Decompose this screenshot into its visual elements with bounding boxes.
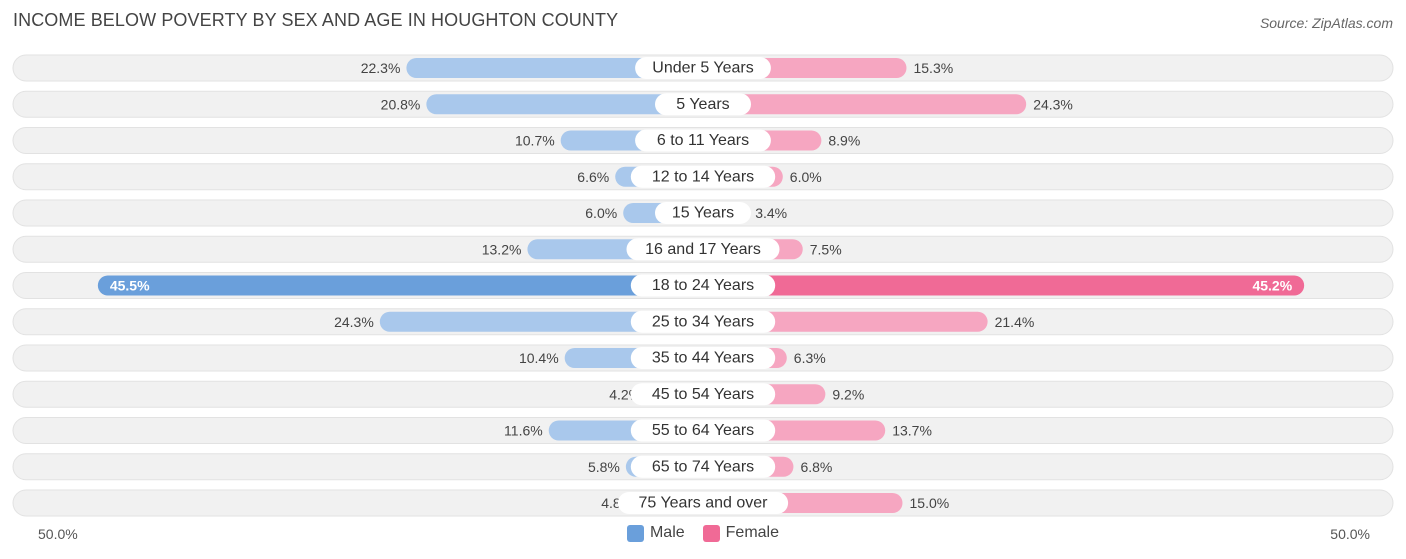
category-pill <box>626 238 780 261</box>
female-value-label: 8.9% <box>828 133 860 149</box>
category-pill <box>635 57 771 79</box>
male-value-label: 45.5% <box>110 278 150 294</box>
male-bar <box>406 58 703 78</box>
category-label: Under 5 Years <box>652 60 753 77</box>
category-pill <box>630 455 776 478</box>
category-pill <box>630 347 776 369</box>
male-value-label: 24.3% <box>334 314 374 330</box>
category-label: 35 to 44 Years <box>652 350 754 367</box>
category-label: 55 to 64 Years <box>652 422 754 439</box>
category-label: 5 Years <box>676 96 729 113</box>
male-bar <box>97 275 704 296</box>
category-label: 25 to 34 Years <box>652 313 754 330</box>
legend-swatch-male <box>626 524 644 542</box>
female-value-label: 6.8% <box>800 459 832 475</box>
female-value-label: 7.5% <box>810 241 842 257</box>
male-value-label: 6.6% <box>577 169 609 185</box>
female-value-label: 9.2% <box>832 386 864 402</box>
legend-label-female: Female <box>725 524 780 541</box>
male-bar <box>379 311 703 332</box>
female-value-label: 15.0% <box>910 495 950 511</box>
category-pill <box>630 383 776 406</box>
male-value-label: 13.2% <box>482 241 522 257</box>
category-label: 15 Years <box>672 205 734 222</box>
bar-chart: 22.3% 15.3% Under 5 Years 20.8% 24.3% 5 Years… <box>12 54 1394 517</box>
legend-item-male: Male <box>626 524 685 542</box>
female-value-label: 6.0% <box>790 169 822 185</box>
category-label: 18 to 24 Years <box>652 277 754 294</box>
female-value-label: 3.4% <box>755 205 787 221</box>
category-pill <box>630 310 776 333</box>
female-bar <box>703 275 1305 296</box>
category-label: 16 and 17 Years <box>645 241 761 258</box>
category-label: 6 to 11 Years <box>657 132 749 149</box>
category-pill <box>630 274 776 297</box>
legend: Male Female <box>0 524 1406 542</box>
axis-left-label: 50.0% <box>38 526 78 542</box>
female-value-label: 13.7% <box>892 423 932 439</box>
female-value-label: 21.4% <box>995 314 1035 330</box>
male-value-label: 20.8% <box>381 96 421 112</box>
male-value-label: 10.7% <box>515 133 555 149</box>
category-pill <box>630 165 776 188</box>
male-bar <box>426 94 703 115</box>
female-bar <box>703 94 1027 115</box>
axis-right-label: 50.0% <box>1330 526 1370 542</box>
male-value-label: 10.4% <box>519 350 559 366</box>
male-value-label: 22.3% <box>361 60 401 76</box>
male-value-label: 5.8% <box>588 459 620 475</box>
female-value-label: 15.3% <box>913 60 953 76</box>
female-value-label: 45.2% <box>1252 278 1292 294</box>
category-label: 75 Years and over <box>639 495 769 512</box>
chart-title: INCOME BELOW POVERTY BY SEX AND AGE IN H… <box>13 10 619 30</box>
female-value-label: 24.3% <box>1033 96 1073 112</box>
category-label: 65 to 74 Years <box>652 458 754 475</box>
category-pill <box>630 419 776 442</box>
category-pill <box>635 129 771 152</box>
category-pill <box>655 202 751 224</box>
category-label: 45 to 54 Years <box>652 386 754 403</box>
legend-item-female: Female <box>702 524 780 542</box>
male-value-label: 11.6% <box>504 423 543 439</box>
female-value-label: 6.3% <box>794 350 826 366</box>
category-pill <box>617 492 789 514</box>
female-bar <box>703 311 988 332</box>
legend-swatch-female <box>702 524 720 542</box>
category-label: 12 to 14 Years <box>652 168 754 185</box>
legend-label-male: Male <box>649 524 685 541</box>
category-pill <box>655 93 751 116</box>
source-label: Source: ZipAtlas.com <box>1259 15 1393 31</box>
male-value-label: 6.0% <box>585 205 617 221</box>
